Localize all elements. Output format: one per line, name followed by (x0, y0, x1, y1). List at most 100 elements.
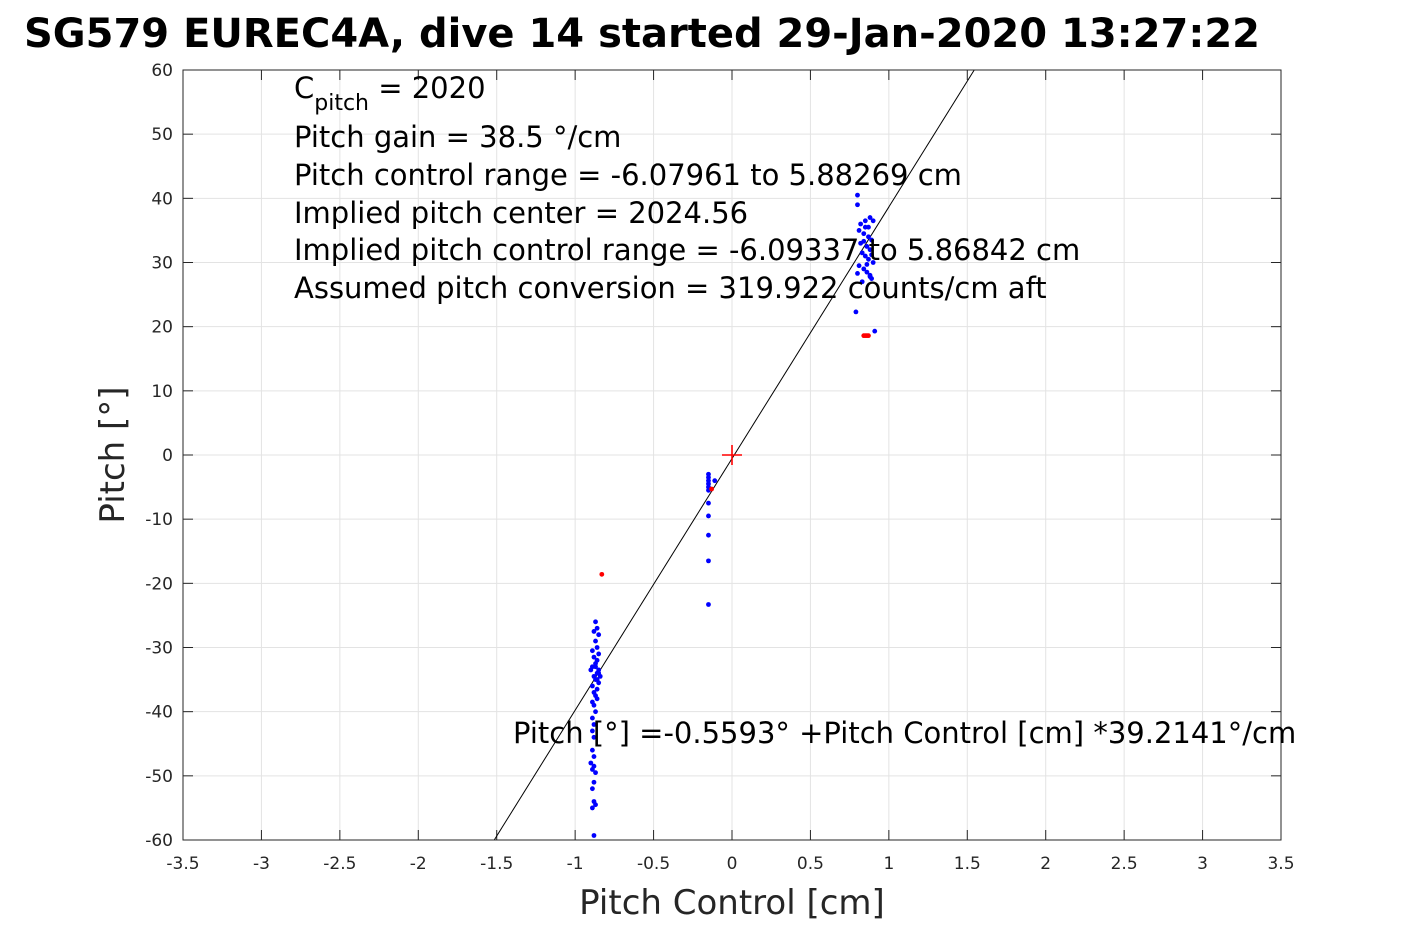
data-point (589, 786, 595, 792)
x-axis-label: Pitch Control [cm] (579, 883, 885, 923)
data-point (866, 256, 871, 262)
data-point (596, 651, 602, 657)
data-point (864, 262, 870, 267)
data-point (591, 629, 597, 634)
data-point (594, 686, 600, 692)
data-point (861, 238, 867, 244)
y-tick-label: -20 (145, 574, 173, 594)
data-point (861, 266, 867, 272)
data-point (870, 260, 876, 265)
annotation-c-pitch: Cpitch = 2020 (294, 71, 486, 116)
center-marker-group (722, 445, 742, 465)
x-tick-label: -3.5 (166, 854, 199, 874)
y-tick-label: 60 (151, 61, 173, 81)
x-tick-label: 1.5 (954, 854, 981, 874)
data-point (706, 500, 711, 506)
data-point (591, 754, 597, 759)
data-point (706, 602, 711, 607)
plot-frame (182, 69, 1282, 841)
x-tick-label: -1 (567, 854, 584, 874)
annotation-pitch-gain: Pitch gain = 38.5 °/cm (294, 120, 621, 154)
chart-title: SG579 EUREC4A, dive 14 started 29-Jan-20… (24, 11, 1260, 57)
data-point (589, 715, 595, 721)
data-point (591, 654, 597, 660)
data-point (591, 833, 597, 838)
x-tick-label: 2.5 (1111, 854, 1138, 874)
data-point (591, 722, 597, 727)
y-tick-label: 30 (151, 254, 173, 274)
c-pitch-subscript: pitch (314, 91, 369, 116)
x-tick-label: 1 (883, 854, 894, 874)
data-point (597, 673, 603, 679)
data-point (867, 215, 873, 220)
y-tick-label: 20 (151, 318, 173, 338)
y-tick-label: 50 (151, 125, 173, 145)
c-pitch-value: = 2020 (369, 71, 486, 105)
data-point (588, 760, 594, 766)
data-point (589, 767, 595, 772)
data-point (855, 192, 860, 198)
data-point (866, 333, 871, 339)
data-point (593, 619, 598, 625)
data-point (858, 221, 864, 227)
data-point (593, 802, 598, 808)
data-point (861, 231, 867, 237)
y-tick-label: -30 (145, 639, 173, 659)
data-point (589, 747, 595, 753)
data-point (589, 683, 595, 689)
data-point (594, 645, 600, 650)
data-point (593, 664, 598, 670)
x-tick-label: 0 (727, 854, 738, 874)
data-point (706, 513, 711, 519)
data-point (594, 677, 600, 682)
data-point (593, 638, 598, 644)
data-point (872, 328, 878, 334)
data-point (866, 234, 871, 240)
data-point (866, 224, 871, 230)
annotation-assumed-conversion: Assumed pitch conversion = 319.922 count… (294, 271, 1047, 305)
data-point (591, 734, 597, 740)
y-tick-label: 40 (151, 189, 173, 209)
annotation-implied-range: Implied pitch control range = -6.09337 t… (294, 233, 1080, 267)
x-tick-label: -2 (410, 854, 427, 874)
c-pitch-main: C (294, 71, 314, 105)
data-point (869, 237, 875, 243)
x-tick-label: 0.5 (797, 854, 824, 874)
data-point (856, 228, 862, 233)
x-tick-label: -1.5 (480, 854, 513, 874)
data-point (709, 486, 715, 492)
data-point (588, 667, 594, 673)
annotation-implied-center: Implied pitch center = 2024.56 (294, 196, 748, 230)
data-point (599, 571, 605, 577)
data-point (706, 558, 711, 564)
data-point (862, 218, 868, 224)
data-point (864, 244, 870, 249)
y-tick-label: -60 (145, 831, 173, 851)
data-point (859, 279, 865, 285)
x-tick-label: -2.5 (323, 854, 356, 874)
data-point (855, 202, 860, 208)
data-point (856, 263, 862, 269)
annotation-pitch-control-range: Pitch control range = -6.07961 to 5.8826… (294, 158, 962, 192)
data-point (862, 253, 868, 259)
data-point (589, 648, 595, 654)
data-point (593, 770, 598, 776)
data-point (589, 728, 595, 734)
data-point (594, 625, 600, 631)
data-point (870, 218, 876, 224)
y-tick-label: -50 (145, 767, 173, 787)
data-point (596, 632, 602, 638)
data-point (706, 532, 711, 538)
data-point (867, 247, 873, 253)
data-points (588, 192, 878, 838)
x-tick-label: -0.5 (637, 854, 670, 874)
data-point (593, 709, 598, 715)
data-point (591, 779, 597, 785)
data-point (855, 271, 860, 276)
y-tick-label: 0 (162, 446, 173, 466)
y-tick-label: -10 (145, 510, 173, 530)
x-tick-label: -3 (253, 854, 270, 874)
data-point (859, 250, 865, 256)
data-point (864, 269, 870, 275)
